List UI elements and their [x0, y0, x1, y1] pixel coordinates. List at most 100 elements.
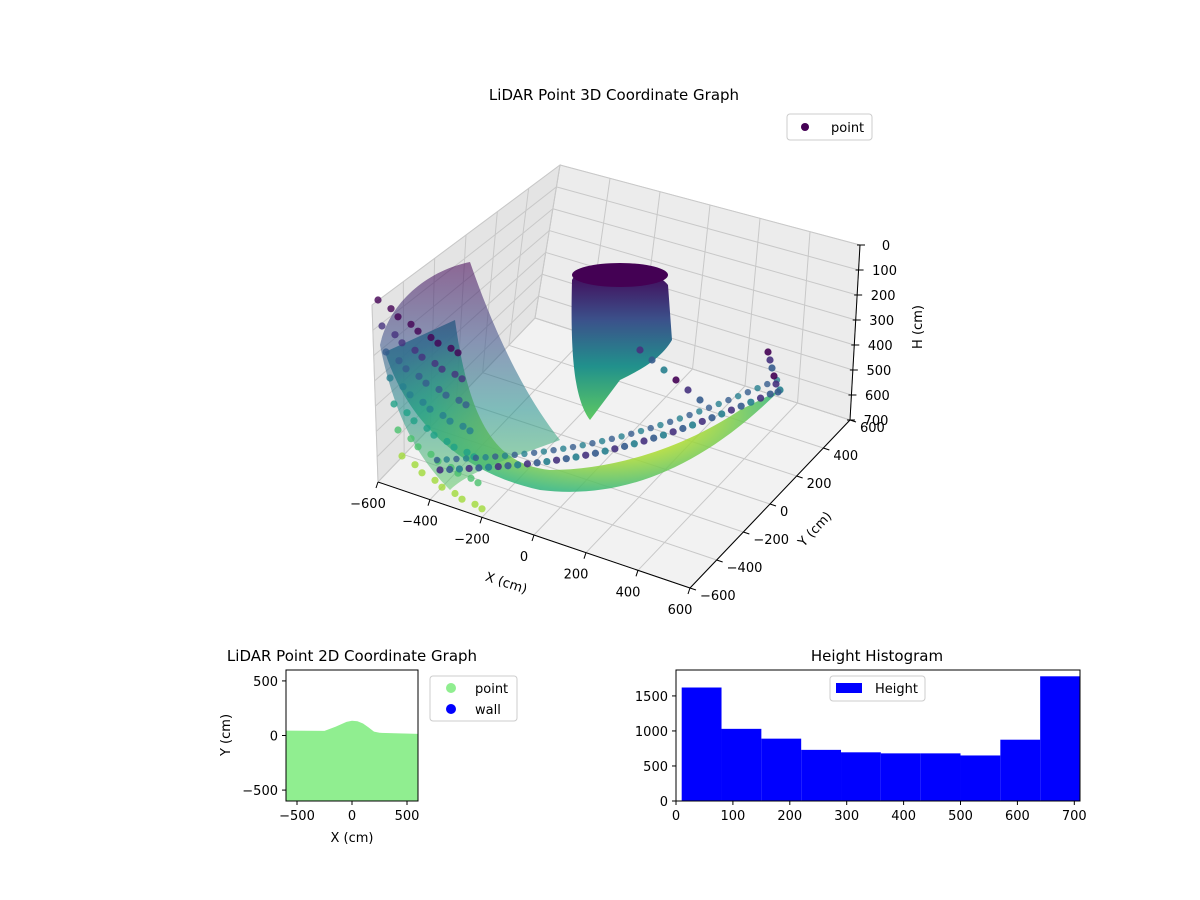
point-marker [399, 383, 407, 391]
legend-swatch-height [836, 683, 862, 693]
point-marker [715, 400, 722, 408]
histogram-bar [801, 749, 842, 801]
y-tick-label: 200 [807, 477, 832, 492]
legend-label-wall: wall [475, 703, 501, 718]
point-marker [422, 379, 430, 387]
point-marker [427, 450, 435, 458]
point-marker [572, 453, 580, 461]
point-marker [636, 346, 644, 354]
point-marker [407, 320, 415, 328]
point-marker [756, 394, 765, 402]
point-marker [647, 424, 654, 432]
point-marker [484, 463, 493, 471]
point-marker [443, 456, 450, 463]
x-tick-label: 500 [948, 809, 973, 824]
legend-marker-point [446, 683, 456, 693]
point-marker [766, 356, 774, 364]
point-marker [419, 398, 427, 406]
x-tick-label: 400 [616, 585, 641, 600]
point-marker [462, 401, 470, 409]
point-marker [611, 445, 619, 453]
chart-histogram: Height Histogram 0 100 200 300 400 500 600 7000… [635, 647, 1087, 824]
point-marker [482, 454, 489, 461]
point-marker [439, 411, 447, 420]
histogram-bar [681, 687, 722, 801]
point-marker [543, 457, 551, 466]
histogram-bar [960, 755, 1001, 801]
y-tick [689, 587, 697, 591]
point-marker [387, 305, 395, 313]
point-marker [418, 469, 426, 477]
point-marker [774, 388, 782, 396]
x-tick [375, 481, 379, 489]
chart-2d-ticks: −500 0 500 −500 0 500 [242, 675, 419, 824]
x-tick-label: −200 [454, 532, 490, 547]
back-wall-cap [572, 263, 668, 287]
point-marker [475, 464, 483, 472]
point-marker [672, 376, 680, 384]
point-marker [395, 357, 403, 365]
back-wall-surface [571, 267, 672, 420]
chart-3d-points [374, 296, 784, 513]
point-marker [657, 421, 664, 429]
point-marker [550, 446, 557, 454]
x-tick-label: 400 [891, 809, 916, 824]
y-tick-label: 0 [660, 795, 668, 810]
y-tick-label: −600 [700, 589, 736, 604]
y-tick-label: −200 [753, 533, 789, 548]
y-tick [716, 559, 723, 563]
point-marker [411, 346, 419, 354]
point-marker [608, 435, 616, 443]
histogram-frame [675, 669, 1081, 802]
point-marker [727, 406, 736, 414]
x-tick [531, 534, 535, 542]
y-tick [743, 531, 750, 535]
point-marker [630, 440, 638, 448]
point-marker [423, 424, 431, 432]
histogram-bar [761, 738, 802, 801]
point-marker [669, 428, 677, 436]
point-marker [768, 364, 776, 372]
point-marker [458, 495, 466, 503]
point-marker [589, 440, 596, 447]
chart-3d-ticks: −600−400−2000200400600−600−400−200020040… [350, 239, 897, 618]
point-marker [446, 465, 454, 474]
histogram-bar [1040, 676, 1080, 801]
point-marker [398, 339, 406, 347]
point-marker [698, 417, 706, 426]
point-marker [427, 333, 435, 342]
x-tick-label: 600 [668, 603, 693, 618]
point-marker [764, 348, 772, 356]
x-tick-label: 200 [564, 568, 589, 583]
chart-2d-ylabel: Y (cm) [219, 714, 234, 757]
point-region [286, 720, 418, 801]
point-marker [660, 366, 668, 374]
x-tick [427, 499, 431, 506]
point-marker [582, 451, 590, 459]
x-tick-label: 500 [395, 809, 420, 824]
point-marker [618, 433, 625, 440]
x-tick [635, 570, 639, 577]
chart-3d-legend: point [786, 113, 873, 141]
point-marker [455, 396, 463, 404]
point-marker [688, 421, 697, 429]
point-marker [676, 415, 684, 422]
histogram-ticks: 0 100 200 300 400 500 600 700 0 500 1000 1500 [635, 690, 1087, 824]
point-marker [391, 331, 399, 339]
point-marker [659, 431, 668, 439]
point-marker [737, 402, 745, 410]
point-marker [415, 372, 423, 380]
point-marker [431, 359, 439, 368]
point-marker [540, 448, 548, 455]
x-tick-label: 700 [1062, 809, 1087, 824]
point-marker [620, 442, 629, 450]
chart-3d-ylabel: Y (cm) [795, 509, 835, 551]
histogram-bar [721, 728, 762, 801]
point-marker [754, 384, 761, 392]
point-marker [552, 456, 561, 464]
x-tick-label: 0 [520, 550, 528, 565]
point-marker [492, 453, 499, 460]
point-marker [533, 459, 541, 467]
point-marker [451, 489, 459, 498]
point-marker [725, 396, 732, 404]
